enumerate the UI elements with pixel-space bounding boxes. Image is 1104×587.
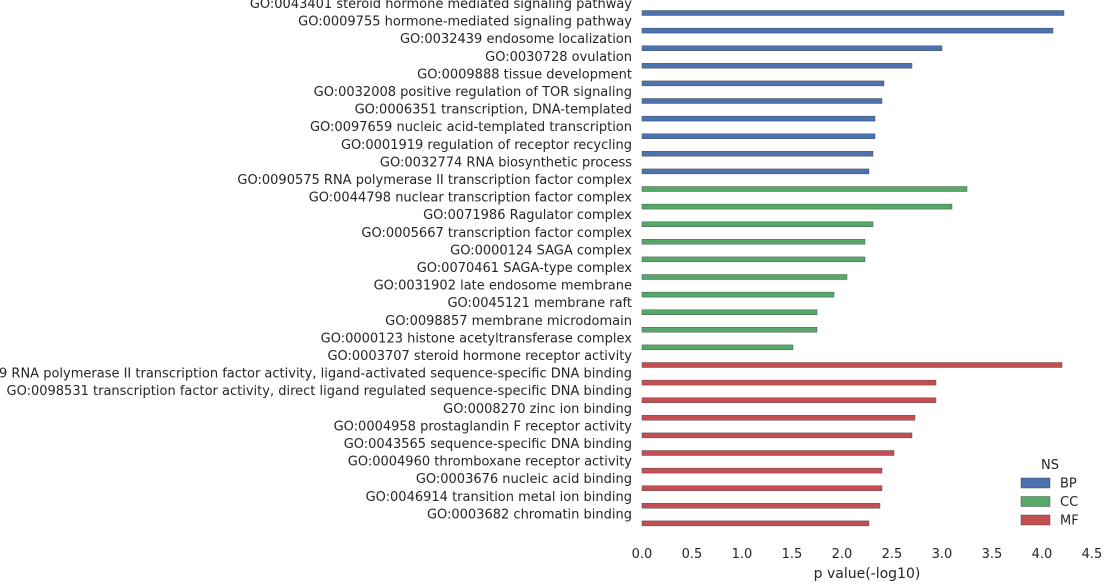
legend-title: NS: [1041, 458, 1059, 473]
bar-bp: [641, 27, 1054, 34]
bar-bp: [641, 45, 943, 51]
bar-mf: [641, 520, 870, 527]
x-axis-ticks: 0.0 0.5 1.0 1.5 2.0 2.5 3.0 3.5 4.0 4.5: [632, 547, 1103, 562]
category-label: GO:0045121 membrane raft: [447, 296, 632, 311]
bar-bp: [641, 80, 885, 87]
category-label: GO:0043565 sequence-specific DNA binding: [344, 437, 632, 452]
legend-label-bp: BP: [1060, 477, 1077, 492]
legend-swatch-cc: [1020, 496, 1051, 507]
bar-mf: [641, 503, 881, 509]
bar-bp: [641, 151, 874, 157]
bar-bp: [641, 168, 870, 175]
category-label: GO:0003707 steroid hormone receptor acti…: [327, 349, 632, 364]
x-tick-label: 4.0: [1032, 547, 1053, 562]
category-label: GO:0044798 nuclear transcription factor …: [309, 191, 633, 206]
bar-bp: [641, 98, 883, 104]
category-label: GO:0071986 Ragulator complex: [423, 208, 632, 223]
legend-swatch-mf: [1020, 514, 1051, 526]
bar-cc: [641, 239, 866, 245]
bar-bp: [641, 10, 1065, 16]
bar-bp: [641, 115, 876, 122]
category-label: GO:0031902 late endosome membrane: [374, 279, 632, 294]
legend-label-cc: CC: [1060, 495, 1078, 510]
category-label: GO:0008270 zinc ion binding: [443, 402, 632, 417]
category-label: GO:0009755 hormone-mediated signaling pa…: [298, 15, 632, 30]
bar-mf: [641, 485, 883, 491]
category-label: GO:0098857 membrane microdomain: [385, 314, 632, 329]
bar-mf: [641, 415, 916, 421]
x-tick-label: 2.0: [832, 547, 853, 562]
bar-cc: [641, 327, 818, 333]
x-tick-label: 0.5: [682, 547, 703, 562]
category-label: GO:0000123 histone acetyltransferase com…: [321, 331, 633, 346]
bar-bp: [641, 133, 876, 139]
category-label: GO:0043401 steroid hormone mediated sign…: [250, 0, 632, 12]
legend-label-mf: MF: [1060, 514, 1079, 529]
category-label: GO:0009888 tissue development: [417, 67, 632, 82]
legend-swatch-bp: [1020, 477, 1051, 489]
x-tick-label: 1.0: [732, 547, 753, 562]
category-labels: GO:0043401 steroid hormone mediated sign…: [0, 0, 632, 522]
bar-mf: [641, 362, 1063, 368]
bar-cc: [641, 256, 866, 263]
category-label: GO:0032008 positive regulation of TOR si…: [314, 85, 632, 100]
bar-cc: [641, 203, 953, 210]
category-label: GO:0032774 RNA biosynthetic process: [380, 155, 632, 170]
bar-cc: [641, 344, 794, 351]
bar-mf: [641, 467, 883, 474]
category-label: GO:0005667 transcription factor complex: [361, 226, 632, 241]
x-tick-label: 3.5: [982, 547, 1003, 562]
bar-cc: [641, 309, 818, 315]
category-label: GO:0098531 transcription factor activity…: [7, 384, 632, 399]
bar-cc: [641, 291, 835, 298]
bar-mf: [641, 397, 937, 403]
bar-cc: [641, 221, 874, 227]
bar-mf: [641, 432, 913, 439]
category-label: GO:0030728 ovulation: [485, 50, 632, 65]
category-label: GO:0032439 endosome localization: [400, 32, 632, 47]
category-label: GO:0001919 regulation of receptor recycl…: [341, 138, 632, 153]
category-label: GO:0004879 RNA polymerase II transcripti…: [0, 367, 632, 382]
category-label: GO:0046914 transition metal ion binding: [366, 490, 632, 505]
category-label: GO:0006351 transcription, DNA-templated: [355, 103, 632, 118]
bar-cc: [641, 274, 848, 280]
x-tick-label: 3.0: [932, 547, 953, 562]
bar-bp: [641, 63, 913, 69]
category-label: GO:0003676 nucleic acid binding: [416, 472, 632, 487]
category-label: GO:0004960 thromboxane receptor activity: [348, 455, 633, 470]
category-label: GO:0003682 chromatin binding: [427, 507, 632, 522]
x-tick-label: 2.5: [882, 547, 903, 562]
bar-mf: [641, 450, 895, 456]
x-axis-label: p value(-log10): [814, 566, 921, 582]
bar-mf: [641, 379, 937, 386]
bars-group: [641, 10, 1065, 527]
x-tick-label: 1.5: [782, 547, 803, 562]
bar-cc: [641, 186, 968, 192]
category-label: GO:0004958 prostaglandin F receptor acti…: [334, 419, 633, 434]
category-label: GO:0000124 SAGA complex: [450, 243, 632, 258]
x-tick-label: 4.5: [1082, 547, 1103, 562]
category-label: GO:0070461 SAGA-type complex: [417, 261, 633, 276]
x-tick-label: 0.0: [632, 547, 653, 562]
category-label: GO:0090575 RNA polymerase II transcripti…: [237, 173, 632, 188]
category-label: GO:0097659 nucleic acid-templated transc…: [310, 120, 632, 135]
